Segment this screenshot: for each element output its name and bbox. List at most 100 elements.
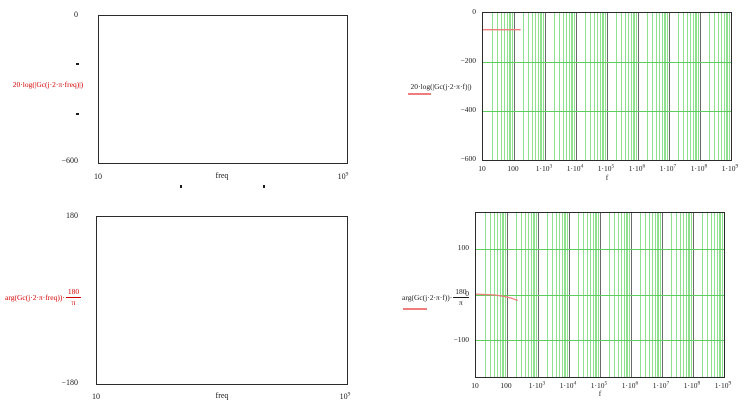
x-tick-base: 1·10 xyxy=(528,381,543,390)
minor-tick-mark xyxy=(263,185,265,188)
x-tick-label: 1·105 xyxy=(583,381,615,390)
gridline-minor-vertical xyxy=(630,13,632,160)
x-tick-base: 100 xyxy=(500,381,512,390)
gridline-minor-vertical xyxy=(725,13,727,160)
x-tick-base: 100 xyxy=(507,164,519,173)
fraction-numerator: 180 xyxy=(453,287,469,298)
gridline-horizontal xyxy=(476,248,724,250)
gridline-minor-vertical xyxy=(501,13,503,160)
fraction-numerator: 180 xyxy=(65,287,82,298)
x-tick-base: 10 xyxy=(337,172,346,181)
gridline-minor-vertical xyxy=(541,13,543,160)
x-tick-label: 100 xyxy=(490,381,522,390)
gridline-minor-vertical xyxy=(646,13,648,160)
expression-prefix: arg(Gc(j·2·π·freq))· xyxy=(5,292,65,302)
gridline-decade-vertical xyxy=(575,13,577,160)
plot-area-bottom-left-phase[interactable] xyxy=(96,216,348,385)
gridline-decade-vertical xyxy=(637,13,639,160)
x-tick-exponent: 9 xyxy=(735,163,739,170)
trace-line xyxy=(475,293,518,302)
gridline-minor-vertical xyxy=(512,13,514,160)
gridline-minor-vertical xyxy=(568,13,570,160)
y-tick-label: 100 xyxy=(457,243,469,253)
x-tick-label: 1·105 xyxy=(590,164,622,173)
gridline-minor-vertical xyxy=(696,13,698,160)
gridline-minor-vertical xyxy=(543,13,545,160)
gridline-minor-vertical xyxy=(652,13,654,160)
minor-tick-mark xyxy=(76,63,79,65)
x-tick-label: 100 xyxy=(497,164,529,173)
gridline-decade-vertical xyxy=(544,13,546,160)
gridline-minor-vertical xyxy=(636,13,638,160)
gridline-horizontal xyxy=(476,294,724,296)
x-tick-exponent: 3 xyxy=(549,163,553,170)
trace-layer xyxy=(483,29,521,31)
gridline-minor-vertical xyxy=(510,13,512,160)
gridline-minor-vertical xyxy=(621,13,623,160)
x-tick-exponent: 8 xyxy=(697,380,701,387)
x-tick-label: 109 xyxy=(330,172,356,181)
gridline-minor-vertical xyxy=(590,13,592,160)
gridline-minor-vertical xyxy=(628,13,630,160)
gridline-minor-vertical xyxy=(677,13,679,160)
gridline-minor-vertical xyxy=(537,13,539,160)
fraction-denominator: π xyxy=(71,297,76,307)
gridline-minor-vertical xyxy=(659,13,661,160)
gridline-minor-vertical xyxy=(615,13,617,160)
x-tick-base: 1·10 xyxy=(690,164,705,173)
x-tick-label: 1·107 xyxy=(652,164,684,173)
x-tick-base: 1·10 xyxy=(566,164,581,173)
x-tick-base: 1·10 xyxy=(535,164,550,173)
x-tick-label: 1·103 xyxy=(521,381,553,390)
gridline-minor-vertical xyxy=(663,13,665,160)
trace-layer xyxy=(475,293,518,302)
gridline-decade-vertical xyxy=(513,13,515,160)
x-tick-label: 1·104 xyxy=(552,381,584,390)
gridline-decade-vertical xyxy=(699,13,701,160)
gridline-minor-vertical xyxy=(708,13,710,160)
x-tick-base: 10 xyxy=(478,164,486,173)
gridline-minor-vertical xyxy=(694,13,696,160)
x-tick-exponent: 9 xyxy=(347,391,351,398)
x-axis-label: freq xyxy=(215,171,229,180)
gridline-minor-vertical xyxy=(491,13,493,160)
plot-area-top-left-magnitude[interactable] xyxy=(98,15,348,164)
plot-area-top-right-magnitude[interactable] xyxy=(482,12,732,161)
gridline-minor-vertical xyxy=(632,13,634,160)
x-tick-label: 1·108 xyxy=(676,381,708,390)
gridline-minor-vertical xyxy=(553,13,555,160)
gridline-minor-vertical xyxy=(574,13,576,160)
y-tick-label: −100 xyxy=(453,334,469,344)
trace-legend-underline xyxy=(408,93,431,95)
x-tick-label: 1·109 xyxy=(714,164,746,173)
x-tick-base: 10 xyxy=(471,381,479,390)
gridline-minor-vertical xyxy=(667,13,669,160)
fraction: 180 π xyxy=(65,287,82,307)
x-tick-exponent: 9 xyxy=(345,171,349,178)
y-tick-label: −400 xyxy=(460,105,476,114)
gridline-minor-vertical xyxy=(559,13,561,160)
gridline-minor-vertical xyxy=(528,13,530,160)
gridline-minor-vertical xyxy=(718,13,720,160)
x-tick-exponent: 9 xyxy=(728,380,732,387)
x-tick-base: 1·10 xyxy=(590,381,605,390)
x-tick-base: 1·10 xyxy=(621,381,636,390)
y-tick-label: 180 xyxy=(66,211,78,220)
x-axis-label: freq xyxy=(215,391,229,400)
x-tick-label: 1·106 xyxy=(621,164,653,173)
plot-area-bottom-right-phase[interactable] xyxy=(475,212,725,378)
x-tick-base: 1·10 xyxy=(597,164,612,173)
fraction-denominator: π xyxy=(459,297,463,307)
gridline-minor-vertical xyxy=(599,13,601,160)
gridline-minor-vertical xyxy=(656,13,658,160)
gridline-minor-vertical xyxy=(506,13,508,160)
x-tick-exponent: 3 xyxy=(542,380,546,387)
gridline-minor-vertical xyxy=(692,13,694,160)
gridline-minor-vertical xyxy=(504,13,506,160)
gridline-decade-vertical xyxy=(668,13,670,160)
x-tick-exponent: 5 xyxy=(611,163,615,170)
gridline-minor-vertical xyxy=(625,13,627,160)
x-tick-exponent: 6 xyxy=(635,380,639,387)
x-tick-exponent: 7 xyxy=(666,380,670,387)
